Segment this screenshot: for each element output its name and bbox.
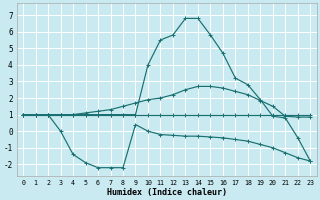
X-axis label: Humidex (Indice chaleur): Humidex (Indice chaleur): [107, 188, 227, 197]
